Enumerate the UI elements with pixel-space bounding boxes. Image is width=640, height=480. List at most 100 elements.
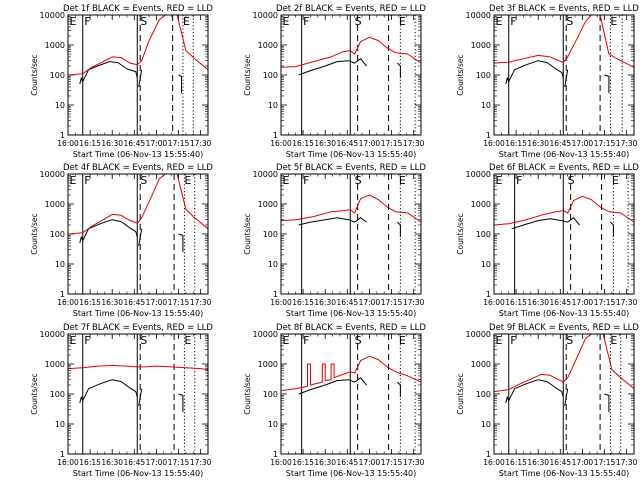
panel-title: Det 1f BLACK = Events, RED = LLD: [63, 4, 213, 14]
y-axis-label: Counts/sec: [243, 373, 252, 414]
region-label: E: [495, 334, 502, 347]
y-tick-label: 1: [273, 290, 278, 299]
region-label: F: [84, 174, 90, 187]
y-axis-label: Counts/sec: [30, 54, 39, 95]
panel-4: Det 4f BLACK = Events, RED = LLD Counts/s…: [30, 163, 213, 318]
y-tick-label: 1: [60, 290, 65, 299]
events-series-segment: [298, 377, 367, 395]
region-label: E: [69, 15, 76, 28]
events-series-segment: [511, 217, 580, 230]
y-tick-label: 100: [476, 71, 491, 80]
lld-series-segment: [494, 334, 592, 393]
y-tick-label: 10000: [466, 11, 491, 20]
plot-frame: [67, 333, 209, 455]
panel-3: Det 3f BLACK = Events, RED = LLD Counts/s…: [456, 4, 639, 159]
x-tick-label: 16:45: [124, 139, 146, 148]
events-series-segment: [505, 379, 564, 404]
plot-frame: [67, 173, 209, 295]
x-tick-label: 16:15: [505, 139, 527, 148]
events-series-segment: [505, 60, 564, 85]
lld-series-segment: [602, 334, 634, 390]
x-tick-label: 17:30: [190, 458, 212, 467]
x-tick-label: 16:45: [550, 458, 572, 467]
x-tick-label: 16:15: [292, 139, 314, 148]
region-label: E: [69, 174, 76, 187]
region-label: E: [610, 15, 617, 28]
y-tick-label: 100: [50, 71, 65, 80]
x-tick-label: 17:00: [572, 458, 594, 467]
x-tick-label: 16:00: [270, 298, 292, 307]
lld-series-segment: [68, 364, 208, 371]
events-series-segment: [138, 388, 143, 406]
region-label: S: [140, 334, 147, 347]
x-tick-label: 16:45: [124, 298, 146, 307]
x-tick-label: 16:30: [101, 139, 123, 148]
plot-frame: [493, 14, 635, 136]
x-tick-label: 16:45: [550, 139, 572, 148]
x-tick-label: 17:15: [381, 139, 403, 148]
y-tick-label: 1: [273, 450, 278, 459]
x-tick-label: 16:30: [101, 458, 123, 467]
x-tick-label: 17:00: [146, 458, 168, 467]
x-tick-label: 16:30: [527, 298, 549, 307]
plot-frame: [280, 14, 422, 136]
x-tick-label: 17:15: [381, 298, 403, 307]
events-series-segment: [79, 219, 138, 244]
x-tick-label: 16:00: [483, 139, 505, 148]
y-tick-label: 10000: [253, 11, 278, 20]
x-tick-label: 17:00: [572, 139, 594, 148]
y-tick-label: 10000: [253, 330, 278, 339]
region-label: F: [510, 334, 516, 347]
y-tick-label: 10: [481, 101, 491, 110]
x-tick-label: 17:30: [616, 139, 638, 148]
events-series-segment: [178, 74, 182, 94]
region-label: F: [303, 334, 309, 347]
y-axis-label: Counts/sec: [30, 373, 39, 414]
y-tick-label: 1000: [258, 360, 278, 369]
region-label: E: [184, 334, 191, 347]
events-series-segment: [397, 62, 401, 78]
y-axis-label: Counts/sec: [243, 54, 252, 95]
x-tick-label: 16:15: [292, 458, 314, 467]
region-label: S: [566, 334, 573, 347]
panel-title: Det 8f BLACK = Events, RED = LLD: [276, 323, 426, 333]
y-tick-label: 1000: [45, 41, 65, 50]
x-tick-label: 16:45: [550, 298, 572, 307]
x-tick-label: 16:45: [124, 458, 146, 467]
x-tick-label: 16:15: [505, 458, 527, 467]
y-tick-label: 1: [60, 450, 65, 459]
x-tick-label: 16:45: [337, 139, 359, 148]
region-label: E: [399, 174, 406, 187]
x-tick-label: 17:15: [594, 298, 616, 307]
y-tick-label: 1000: [258, 41, 278, 50]
y-tick-label: 10: [55, 101, 65, 110]
region-label: E: [282, 334, 289, 347]
y-tick-label: 1000: [471, 200, 491, 209]
y-tick-label: 10000: [466, 330, 491, 339]
y-tick-label: 10: [55, 260, 65, 269]
x-tick-label: 17:30: [403, 298, 425, 307]
region-label: S: [355, 334, 362, 347]
lld-series-segment: [68, 174, 166, 235]
x-tick-label: 17:00: [146, 139, 168, 148]
lld-series-segment: [68, 15, 166, 76]
region-label: E: [495, 15, 502, 28]
region-label: F: [303, 15, 309, 28]
lld-series-segment: [494, 15, 592, 64]
region-label: E: [399, 334, 406, 347]
x-tick-label: 17:15: [594, 139, 616, 148]
panel-7: Det 7f BLACK = Events, RED = LLD Counts/s…: [30, 323, 213, 478]
y-tick-label: 1000: [45, 360, 65, 369]
lld-series-segment: [176, 15, 208, 71]
panel-title: Det 2f BLACK = Events, RED = LLD: [276, 4, 426, 14]
x-tick-label: 17:30: [190, 139, 212, 148]
region-label: S: [355, 174, 362, 187]
y-axis-label: Counts/sec: [456, 373, 465, 414]
panel-title: Det 4f BLACK = Events, RED = LLD: [63, 163, 213, 173]
y-tick-label: 1000: [45, 200, 65, 209]
region-label: E: [612, 174, 619, 187]
x-tick-label: 17:30: [403, 458, 425, 467]
y-tick-label: 100: [263, 71, 278, 80]
y-tick-label: 10000: [253, 170, 278, 179]
